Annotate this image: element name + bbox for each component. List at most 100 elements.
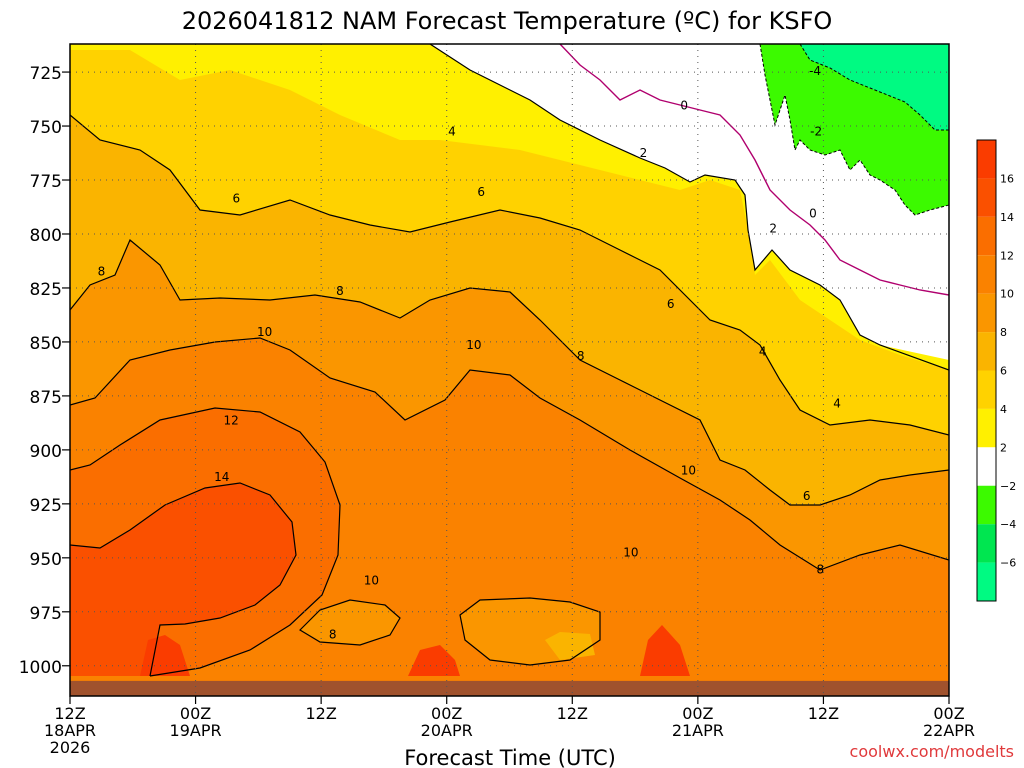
colorbar-bin-11	[977, 562, 996, 601]
x-tick-label-7-1: 00Z	[933, 704, 964, 723]
colorbar-bin-6	[977, 370, 996, 409]
grid-lines	[70, 44, 949, 696]
x-tick-label-3-1: 00Z	[431, 704, 462, 723]
y-tick-label-900: 900	[30, 442, 62, 462]
contour-label-16: 8	[816, 563, 824, 577]
contour-label-8: 4	[833, 396, 841, 410]
contour-label-23: 12	[224, 414, 239, 428]
colorbar-tick-8: −2	[1000, 480, 1016, 493]
contour-label-1: -2	[810, 124, 822, 138]
contour-label-24: 14	[214, 470, 229, 484]
colorbar-bin-1	[977, 178, 996, 217]
colorbar-tick-7: 2	[1000, 441, 1007, 454]
band-14-16	[70, 483, 296, 676]
colorbar-bin-5	[977, 332, 996, 371]
x-tick-label-5-1: 00Z	[682, 704, 713, 723]
band-neg6-neg4	[800, 44, 949, 130]
x-tick-label-4-1: 12Z	[557, 704, 588, 723]
y-tick-label-925: 925	[30, 496, 62, 516]
x-tick-label-5-2: 21APR	[672, 721, 724, 740]
contour-label-0: -4	[809, 64, 821, 78]
contour-label-7: 4	[759, 345, 767, 359]
colorbar-tick-2: 12	[1000, 249, 1014, 262]
contour-label-10: 6	[477, 185, 485, 199]
x-tick-label-0-3: 2026	[50, 738, 91, 757]
contour-12	[70, 482, 297, 677]
y-tick-label-750: 750	[30, 118, 62, 138]
plot-area: -4 -2 0 0 2 2 4 4 4 6 6 6 6 8 8 8 8 8 10 10 10 10 10 12 14	[70, 44, 949, 696]
contour-label-9: 6	[233, 191, 241, 205]
plot-frame	[69, 43, 950, 697]
y-tick-label-725: 725	[30, 64, 62, 84]
band-6-8-lower2	[545, 632, 595, 660]
contour-label-20: 10	[681, 463, 696, 477]
contour-6	[70, 239, 949, 506]
contour-lower-8	[299, 599, 401, 646]
credit-text: coolwx.com/modelts	[850, 742, 1014, 761]
y-tick-label-950: 950	[30, 550, 62, 570]
y-tick-label-825: 825	[30, 280, 62, 300]
contour-2	[429, 44, 949, 371]
colorbar-bin-7	[977, 408, 996, 448]
colorbar-tick-3: 10	[1000, 288, 1014, 301]
x-tick-label-1-2: 19APR	[170, 721, 222, 740]
colorbar-bin-10	[977, 524, 996, 563]
colorbar-tick-6: 4	[1000, 403, 1007, 416]
contour-labels: -4 -2 0 0 2 2 4 4 4 6 6 6 6 8 8 8 8 8 10 10 10 10 10 12 14	[98, 64, 841, 641]
y-tick-label-775: 775	[30, 172, 62, 192]
contour-lower-10	[459, 597, 601, 666]
x-axis-label: Forecast Time (UTC)	[404, 746, 616, 768]
colorbar-bin-4	[977, 293, 996, 333]
contour-label-11: 6	[667, 297, 675, 311]
x-tick-label-3-2: 20APR	[421, 721, 473, 740]
colorbar-tick-5: 6	[1000, 365, 1007, 378]
x-tick-label-1-1: 00Z	[180, 704, 211, 723]
y-tick-label-850: 850	[30, 334, 62, 354]
colorbar-bin-9	[977, 485, 996, 525]
contour-label-6: 4	[448, 124, 456, 138]
colorbar-tick-4: 8	[1000, 326, 1007, 339]
colorbar: 16 14 12 10 8 6 4 2 −2 −4 −6	[976, 139, 1016, 602]
contour-label-21: 10	[623, 545, 638, 559]
y-tick-label-800: 800	[30, 226, 62, 246]
colorbar-bin-3	[977, 255, 996, 294]
contour-label-13: 8	[98, 265, 106, 279]
colorbar-bin-0	[977, 140, 996, 179]
ground-surface	[70, 680, 949, 696]
contour-label-12: 6	[803, 489, 811, 503]
contour-label-3: 0	[809, 206, 817, 220]
contour-label-15: 8	[577, 349, 585, 363]
colorbar-tick-1: 14	[1000, 211, 1014, 224]
contour-label-17: 8	[329, 627, 337, 641]
contour-label-5: 2	[769, 222, 777, 236]
contour-label-4: 2	[640, 146, 648, 160]
x-tick-label-2-1: 12Z	[305, 704, 336, 723]
contour-neg2	[759, 44, 949, 216]
band-8-10-lower	[300, 600, 400, 645]
contour-label-14: 8	[336, 284, 344, 298]
contour-label-2: 0	[680, 98, 688, 112]
contour-10	[70, 407, 341, 677]
contour-label-19: 10	[466, 338, 481, 352]
contour-8	[70, 337, 949, 571]
y-tick-label-1000: 1000	[19, 658, 62, 678]
colorbar-frame	[976, 139, 997, 602]
contour-label-18: 10	[257, 325, 272, 339]
colorbar-bin-2	[977, 216, 996, 256]
colorbar-tick-0: 16	[1000, 172, 1014, 185]
band-16-18-right	[640, 625, 690, 676]
contour-0	[559, 44, 949, 296]
contour-4	[70, 114, 949, 436]
contour-lines	[70, 44, 949, 677]
x-tick-label-0-1: 12Z	[54, 704, 85, 723]
colorbar-bin-8	[977, 447, 996, 486]
colorbar-tick-10: −6	[1000, 557, 1016, 570]
x-tick-label-6-1: 12Z	[808, 704, 839, 723]
y-tick-label-875: 875	[30, 388, 62, 408]
y-axis: 725 750 775 800 825 850 875 900 925 950 975 1000	[19, 64, 70, 678]
chart-title: 2026041812 NAM Forecast Temperature (ºC)…	[182, 7, 833, 35]
contour-label-22: 10	[364, 573, 379, 587]
x-tick-label-0-2: 18APR	[44, 721, 96, 740]
y-tick-label-975: 975	[30, 604, 62, 624]
